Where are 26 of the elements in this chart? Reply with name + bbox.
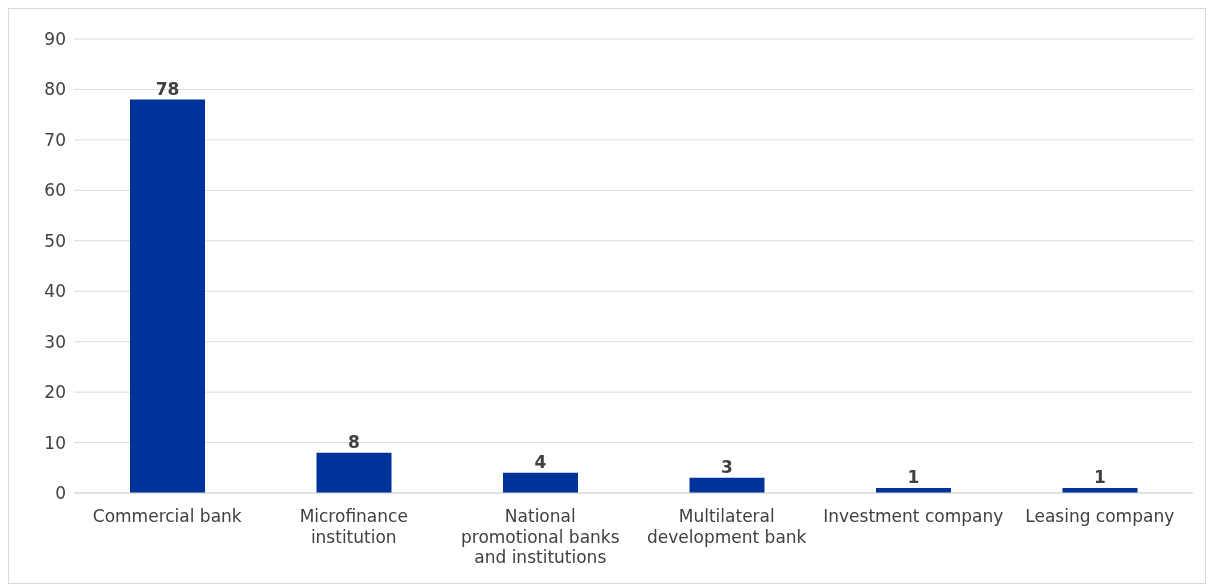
y-tick-label: 0 [55, 483, 66, 504]
data-label: 3 [721, 456, 733, 477]
data-label: 8 [348, 431, 360, 452]
y-tick-label: 10 [44, 432, 66, 453]
data-label: 78 [155, 78, 180, 99]
y-tick-label: 60 [44, 180, 66, 201]
bar [503, 472, 578, 493]
x-tick-label: National promotional banks and institutions [460, 506, 620, 568]
y-tick-label: 30 [44, 331, 66, 352]
bar [689, 477, 765, 493]
x-tick-label: Microfinance institution [299, 506, 408, 547]
x-tick-label: Commercial bank [92, 506, 242, 527]
data-label: 1 [1094, 466, 1106, 487]
bar [316, 452, 392, 493]
data-label: 4 [534, 451, 547, 472]
x-tick-label: Multilateral development bank [647, 506, 807, 547]
y-tick-label: 20 [44, 382, 66, 403]
bar [130, 99, 205, 493]
y-tick-label: 80 [44, 79, 66, 100]
y-tick-label: 70 [44, 129, 66, 150]
y-tick-label: 50 [44, 230, 66, 251]
x-tick-label: Leasing company [1025, 506, 1175, 527]
y-tick-label: 90 [44, 29, 66, 50]
y-tick-label: 40 [44, 281, 66, 302]
data-label: 1 [907, 466, 920, 487]
x-tick-label: Investment company [823, 506, 1004, 527]
